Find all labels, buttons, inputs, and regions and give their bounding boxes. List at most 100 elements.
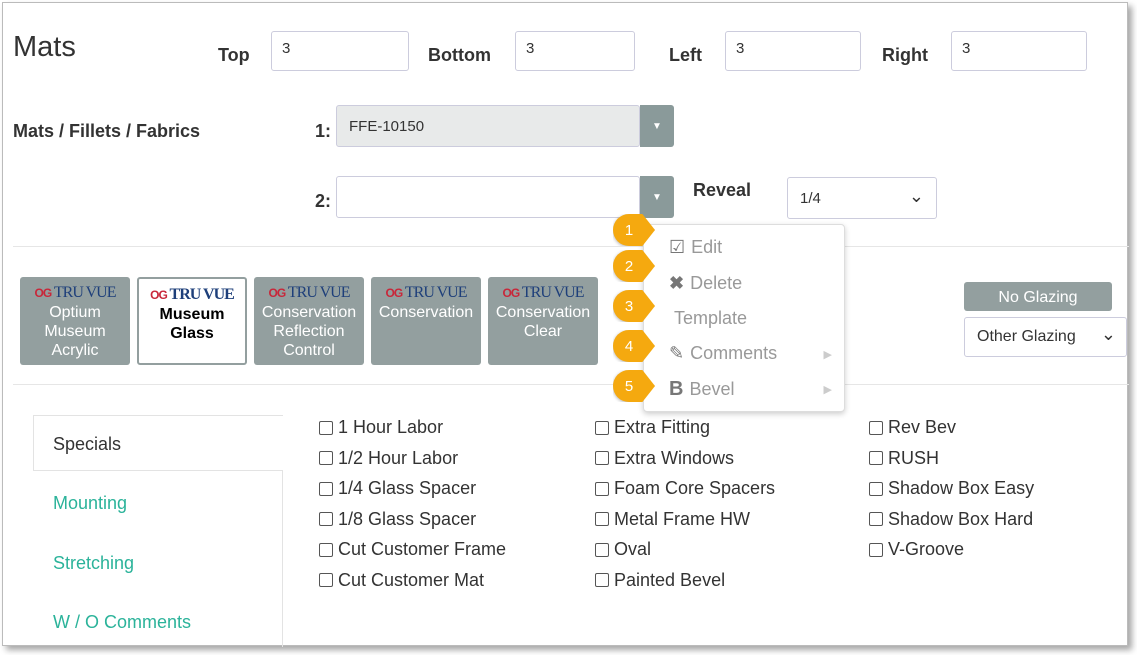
divider xyxy=(13,246,1129,247)
checkbox-label: Metal Frame HW xyxy=(614,508,751,529)
tru-vue-logo: OG TRU VUE xyxy=(34,284,117,301)
top-label: Top xyxy=(218,45,250,65)
bold-b-icon: B xyxy=(669,378,684,400)
glazing-conservation[interactable]: OG TRU VUE Conservation xyxy=(371,277,481,365)
checkbox-icon xyxy=(869,420,883,435)
checkbox-icon xyxy=(595,573,609,587)
reveal-value: 1/4 xyxy=(800,190,821,207)
checkbox-icon xyxy=(319,512,333,526)
mat2-dropdown-button[interactable]: ▼ xyxy=(640,176,674,218)
checkbox-icon xyxy=(869,481,883,496)
checkbox-label: Cut Customer Mat xyxy=(338,569,485,590)
glazing-conservation-clear[interactable]: OG TRU VUE Conservation Clear xyxy=(488,277,598,365)
tab-specials[interactable]: Specials xyxy=(33,415,283,471)
special-checkbox[interactable]: Extra Windows xyxy=(595,448,734,469)
tab-divider xyxy=(282,471,283,647)
mat1-dropdown-button[interactable]: ▼ xyxy=(640,105,674,147)
tru-vue-logo: OG TRU VUE xyxy=(385,284,468,301)
special-checkbox[interactable]: Oval xyxy=(595,539,651,560)
special-checkbox[interactable]: 1 Hour Labor xyxy=(319,417,443,438)
special-checkbox[interactable]: 1/4 Glass Spacer xyxy=(319,478,476,499)
special-checkbox[interactable]: Cut Customer Frame xyxy=(319,539,506,560)
checkbox-icon xyxy=(595,420,609,435)
checkbox-label: Extra Windows xyxy=(614,447,735,468)
page-title: Mats xyxy=(13,31,76,63)
chevron-down-icon: ⌄ xyxy=(1100,324,1116,344)
checkbox-label: Extra Fitting xyxy=(614,417,711,437)
menu-item-delete[interactable]: ✖ Delete xyxy=(669,273,743,293)
special-checkbox[interactable]: Metal Frame HW xyxy=(595,509,750,530)
reveal-select[interactable]: 1/4 ⌄ xyxy=(787,177,937,219)
checkbox-label: Cut Customer Frame xyxy=(338,539,507,559)
checkbox-icon xyxy=(869,451,883,465)
menu-item-edit[interactable]: ☑ Edit xyxy=(669,237,723,257)
context-menu: ☑ Edit ✖ Delete Template ✎ Comments ▶ B Beve… xyxy=(643,224,845,412)
checkbox-icon xyxy=(319,420,333,435)
tru-vue-logo: OG TRU VUE xyxy=(268,284,351,301)
checkbox-label: Painted Bevel xyxy=(614,569,726,590)
no-glazing-button[interactable]: No Glazing xyxy=(964,282,1112,311)
divider xyxy=(13,384,1129,385)
special-checkbox[interactable]: Rev Bev xyxy=(869,417,956,438)
checkbox-icon xyxy=(595,451,609,465)
checkbox-icon xyxy=(595,542,609,557)
checkbox-label: 1/8 Glass Spacer xyxy=(338,508,477,529)
special-checkbox[interactable]: Foam Core Spacers xyxy=(595,478,775,499)
submenu-arrow-icon: ▶ xyxy=(823,349,832,361)
checkbox-label: 1 Hour Labor xyxy=(338,417,444,437)
mat1-label: 1: xyxy=(315,121,332,141)
checkbox-icon xyxy=(319,451,333,465)
glazing-conservation-reflection-control[interactable]: OG TRU VUE Conservation Reflection Contro… xyxy=(254,277,364,365)
checkbox-icon xyxy=(869,512,883,526)
checkbox-label: Oval xyxy=(614,539,652,559)
checkbox-label: Foam Core Spacers xyxy=(614,478,776,498)
checkbox-label: Shadow Box Easy xyxy=(888,478,1035,498)
checkbox-label: Rev Bev xyxy=(888,417,957,437)
mat2-combo[interactable] xyxy=(336,176,640,218)
special-checkbox[interactable]: Cut Customer Mat xyxy=(319,570,484,591)
special-checkbox[interactable]: RUSH xyxy=(869,448,939,469)
special-checkbox[interactable]: Shadow Box Easy xyxy=(869,478,1034,499)
checkbox-label: 1/2 Hour Labor xyxy=(338,447,459,468)
bottom-input[interactable]: 3 xyxy=(515,31,635,71)
tru-vue-logo: OG TRU VUE xyxy=(502,284,585,301)
checkbox-icon xyxy=(869,542,883,557)
submenu-arrow-icon: ▶ xyxy=(823,384,832,396)
special-checkbox[interactable]: Shadow Box Hard xyxy=(869,509,1033,530)
mats-panel: Mats Top 3 Bottom 3 Left 3 Right 3 Mats … xyxy=(2,2,1129,647)
special-checkbox[interactable]: 1/2 Hour Labor xyxy=(319,448,458,469)
glazing-optium-museum-acrylic[interactable]: OG TRU VUE Optium Museum Acrylic xyxy=(20,277,130,365)
checkbox-label: 1/4 Glass Spacer xyxy=(338,478,477,498)
checkbox-icon xyxy=(595,512,609,526)
tab-wo-comments[interactable]: W / O Comments xyxy=(53,612,192,632)
tab-mounting[interactable]: Mounting xyxy=(53,493,128,513)
left-label: Left xyxy=(669,45,702,65)
menu-item-template[interactable]: Template xyxy=(674,308,748,328)
special-checkbox[interactable]: Extra Fitting xyxy=(595,417,710,438)
menu-item-comments[interactable]: ✎ Comments xyxy=(669,343,778,363)
special-checkbox[interactable]: 1/8 Glass Spacer xyxy=(319,509,476,530)
checkbox-icon xyxy=(319,573,333,587)
other-glazing-select[interactable]: Other Glazing ⌄ xyxy=(964,317,1127,357)
caret-down-icon: ▼ xyxy=(652,191,662,203)
tab-stretching[interactable]: Stretching xyxy=(53,553,135,573)
mat2-label: 2: xyxy=(315,191,332,211)
mat1-combo[interactable]: FFE-10150 xyxy=(336,105,640,147)
chevron-down-icon: ⌄ xyxy=(908,186,924,206)
special-checkbox[interactable]: Painted Bevel xyxy=(595,570,725,591)
glazing-museum-glass[interactable]: OG TRU VUE Museum Glass xyxy=(137,277,247,365)
checkbox-icon xyxy=(595,481,609,496)
special-checkbox[interactable]: V-Groove xyxy=(869,539,964,560)
pencil-icon: ✎ xyxy=(669,343,685,363)
caret-down-icon: ▼ xyxy=(652,120,662,132)
left-input[interactable]: 3 xyxy=(725,31,861,71)
top-input[interactable]: 3 xyxy=(271,31,409,71)
checkbox-label: Shadow Box Hard xyxy=(888,508,1034,529)
mats-label: Mats / Fillets / Fabrics xyxy=(13,121,201,141)
reveal-label: Reveal xyxy=(693,180,752,200)
checkbox-icon xyxy=(319,481,333,496)
right-label: Right xyxy=(882,45,928,65)
tru-vue-logo: OG TRU VUE xyxy=(150,286,235,303)
right-input[interactable]: 3 xyxy=(951,31,1087,71)
menu-item-bevel[interactable]: B Bevel xyxy=(669,378,735,400)
